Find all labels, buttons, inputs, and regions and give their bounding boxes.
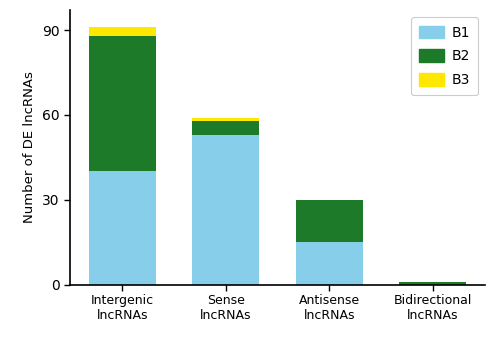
Bar [192,121,260,135]
Bar [192,135,260,285]
Bar [192,118,260,121]
Bar [89,27,156,36]
Bar [296,242,363,285]
Bar [296,200,363,242]
Y-axis label: Number of DE lncRNAs: Number of DE lncRNAs [24,71,36,223]
Bar [399,282,466,285]
Bar [89,171,156,285]
Bar [89,36,156,171]
Legend: B1, B2, B3: B1, B2, B3 [411,17,478,95]
